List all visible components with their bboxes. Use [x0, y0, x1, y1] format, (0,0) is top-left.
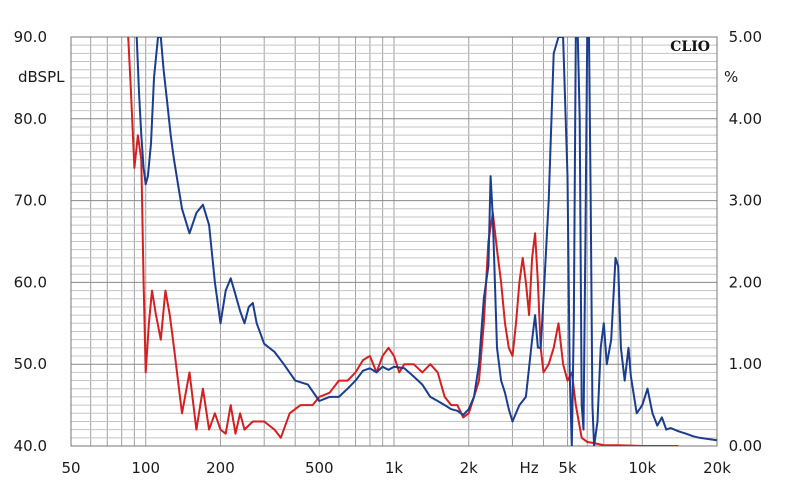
left-tick-label: 70.0	[14, 192, 47, 210]
x-tick-label: 200	[206, 459, 235, 477]
right-tick-label: 3.00	[729, 192, 762, 210]
left-tick-label: 80.0	[14, 110, 47, 128]
right-tick-label: 5.00	[729, 28, 762, 46]
series-layer	[127, 37, 717, 446]
right-tick-label: 0.00	[729, 437, 762, 455]
right-axis-unit: %	[724, 68, 738, 86]
plot-frame	[70, 36, 718, 447]
right-tick-label: 1.00	[729, 355, 762, 373]
x-tick-label: 2k	[460, 459, 479, 477]
left-tick-label: 90.0	[14, 28, 47, 46]
x-tick-label: 100	[131, 459, 160, 477]
x-axis-unit: Hz	[519, 459, 538, 477]
right-tick-label: 4.00	[729, 110, 762, 128]
right-axis-ticks: 5.00 4.00 3.00 2.00 1.00 0.00	[729, 28, 762, 455]
x-tick-label: 50	[61, 459, 80, 477]
left-axis-ticks: 90.0 80.0 70.0 60.0 50.0 40.0	[14, 28, 47, 455]
x-tick-label: 5k	[558, 459, 577, 477]
left-tick-label: 60.0	[14, 273, 47, 291]
x-tick-label: 500	[305, 459, 334, 477]
left-tick-label: 40.0	[14, 437, 47, 455]
chart-grid	[71, 37, 717, 446]
x-axis-ticks: 50 100 200 500 1k 2k 5k 10k 20k Hz	[61, 459, 731, 477]
series-line-blue	[135, 37, 717, 446]
x-tick-label: 20k	[703, 459, 731, 477]
x-tick-label: 1k	[385, 459, 404, 477]
right-tick-label: 2.00	[729, 273, 762, 291]
x-tick-label: 10k	[628, 459, 656, 477]
left-axis-unit: dBSPL	[18, 68, 65, 86]
clio-logo: CLIO	[670, 39, 710, 55]
left-tick-label: 50.0	[14, 355, 47, 373]
